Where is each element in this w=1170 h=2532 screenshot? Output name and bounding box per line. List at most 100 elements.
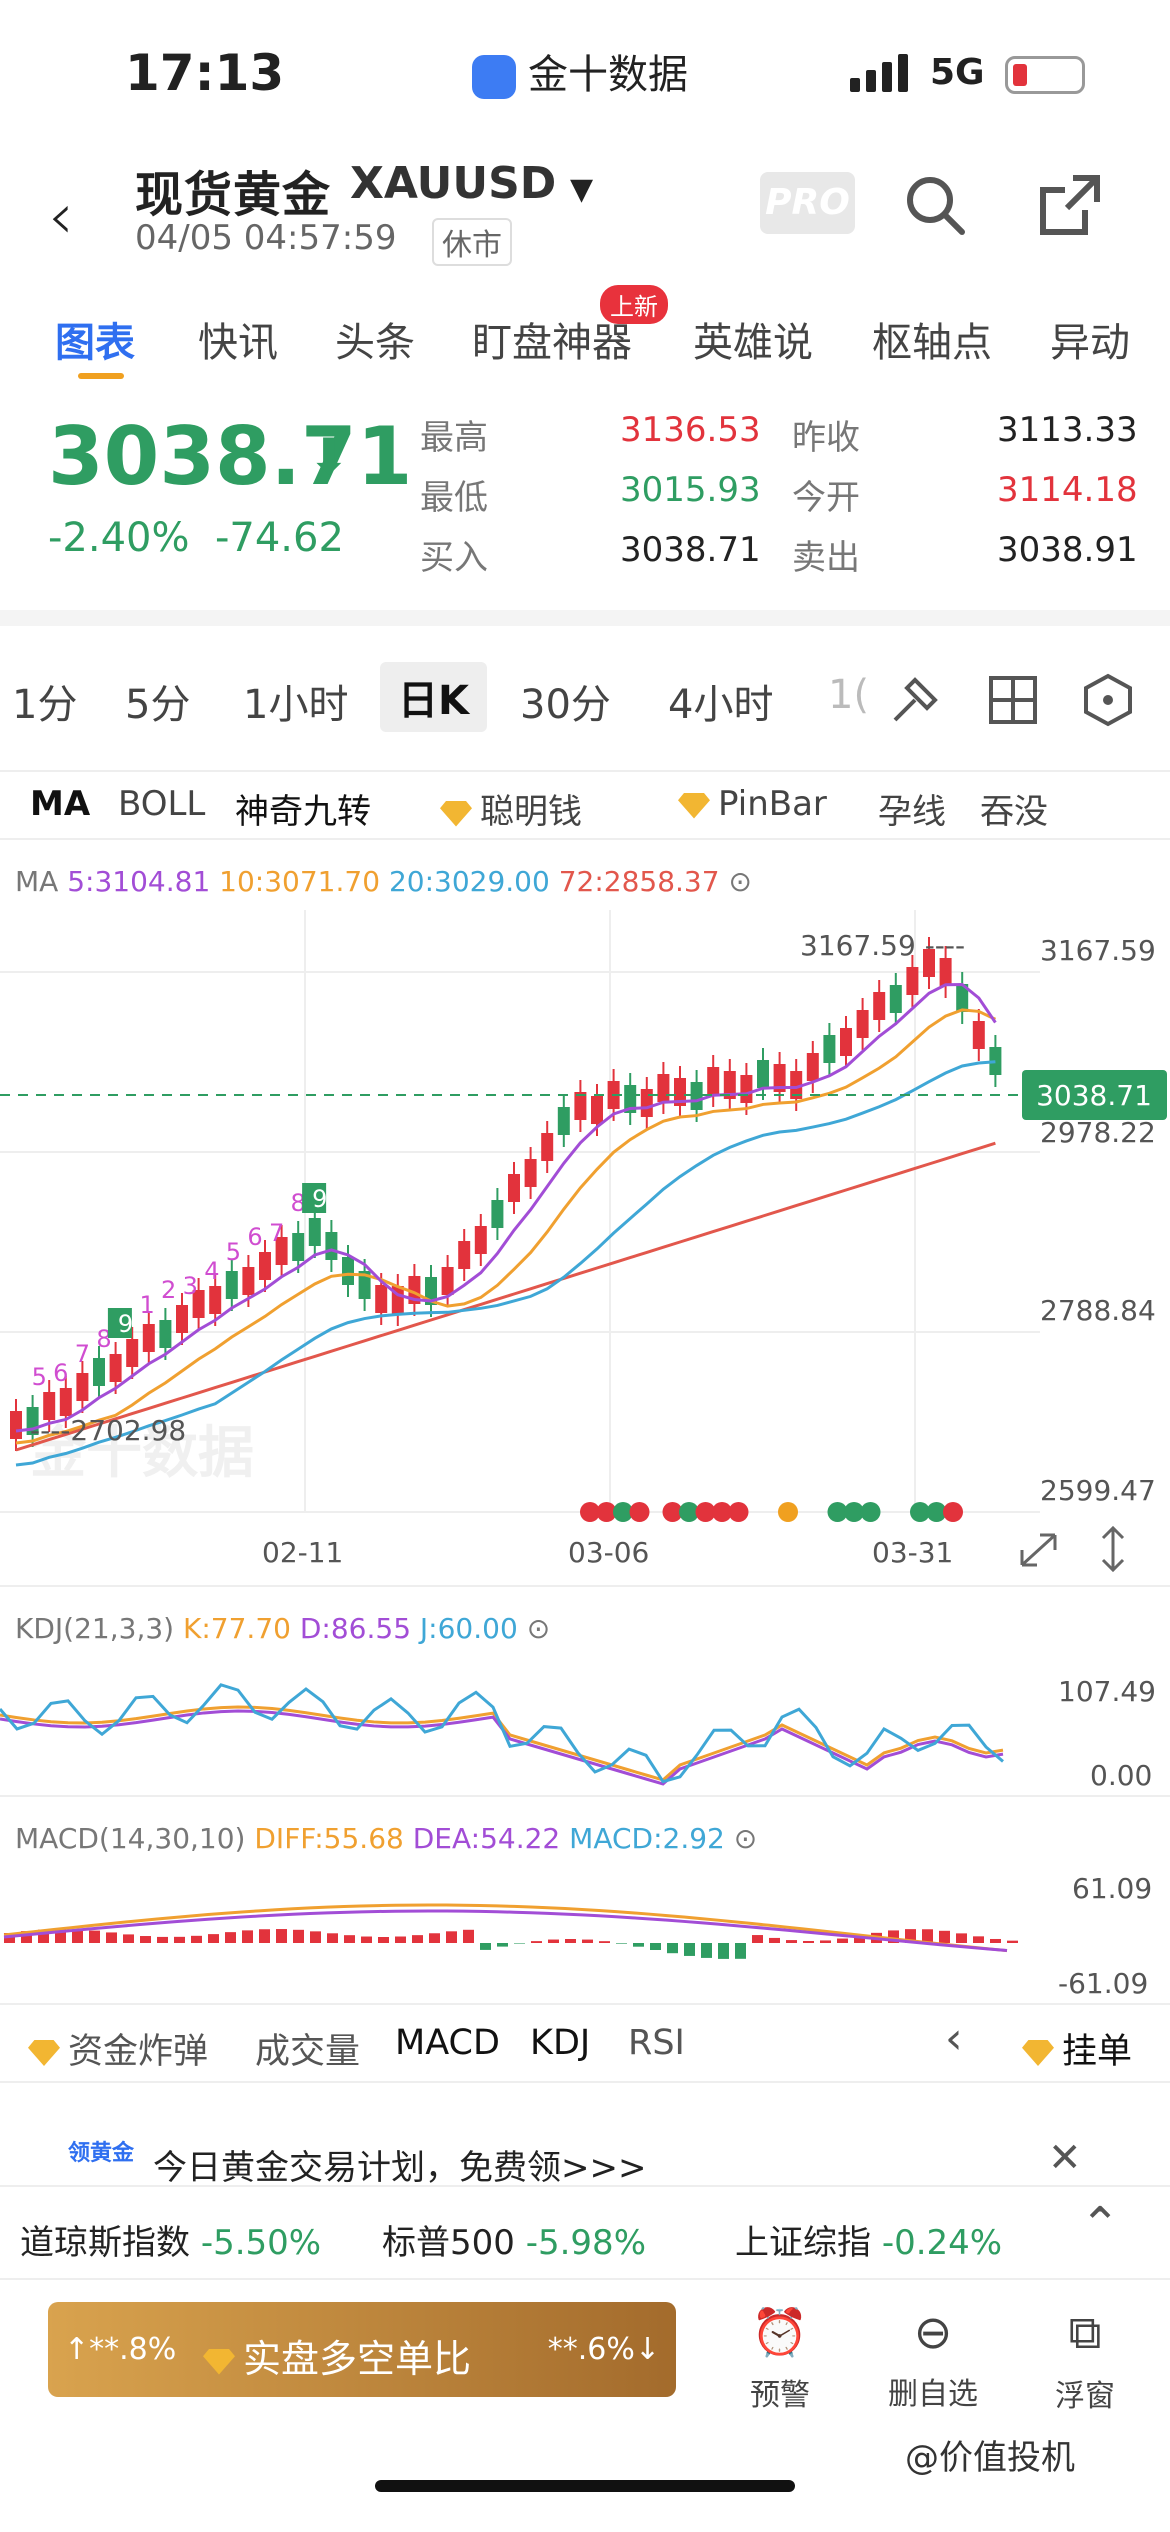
low-value: 3015.93: [620, 470, 761, 510]
period-daily[interactable]: 日K: [380, 662, 487, 732]
candle-body: [541, 1133, 554, 1161]
settings-icon[interactable]: ⊙: [733, 1822, 758, 1855]
ticker-shanghai[interactable]: 上证综指 -0.24%: [735, 2223, 1003, 2263]
sub-indicator-bar: 资金炸弹 成交量 MACD KDJ RSI ‹ 挂单: [0, 2003, 1170, 2083]
open-value: 3114.18: [997, 470, 1138, 510]
settings-icon[interactable]: ⊙: [526, 1612, 551, 1645]
period-5m[interactable]: 5分: [125, 682, 191, 728]
ma20-line: [15, 1060, 996, 1467]
last-price-tag: [1022, 1070, 1167, 1120]
kdj-j-line: [0, 1683, 1004, 1784]
macd-bar: [446, 1931, 457, 1943]
long-short-ratio-button[interactable]: ↑**.8% 实盘多空单比 **.6%↓: [48, 2302, 676, 2397]
period-1m[interactable]: 1分: [12, 682, 78, 728]
tab-monitor[interactable]: 盯盘神器: [472, 320, 632, 366]
tab-news-flash[interactable]: 快讯: [198, 320, 278, 366]
vertical-scale-icon[interactable]: [1101, 1525, 1125, 1573]
candle-body: [508, 1174, 520, 1202]
back-button[interactable]: ‹: [48, 180, 74, 254]
period-1h[interactable]: 1小时: [243, 682, 349, 728]
diamond-icon: [28, 2040, 60, 2066]
macd-bar: [89, 1930, 100, 1943]
candle-body: [806, 1053, 819, 1081]
expand-icon[interactable]: [1020, 1533, 1057, 1567]
candle-body: [192, 1290, 205, 1318]
status-time: 17:13: [125, 44, 285, 102]
kdj-legend: KDJ(21,3,3) K:77.70 D:86.55 J:60.00 ⊙: [15, 1612, 551, 1645]
tab-headlines[interactable]: 头条: [335, 320, 415, 366]
candle-body: [342, 1257, 354, 1285]
remove-watchlist-button[interactable]: ⊖ 删自选: [878, 2305, 988, 2413]
share-icon[interactable]: [1035, 170, 1105, 240]
period-30m[interactable]: 30分: [520, 682, 611, 728]
macd-bar: [990, 1938, 1001, 1943]
macd-bar: [531, 1941, 542, 1943]
indicator-smart-money[interactable]: 聪明钱: [440, 784, 582, 833]
high-value: 3136.53: [620, 410, 761, 450]
prev-value: 3113.33: [997, 410, 1138, 450]
diamond-icon: [1022, 2040, 1054, 2066]
ticker-dow[interactable]: 道琼斯指数 -5.50%: [20, 2223, 322, 2263]
tab-pivot[interactable]: 枢轴点: [872, 320, 992, 366]
search-icon[interactable]: [900, 170, 970, 240]
promo-banner[interactable]: 领黄金 今日黄金交易计划，免费领>>> ✕: [48, 2115, 1123, 2188]
sub-tab-kdj[interactable]: KDJ: [530, 2023, 591, 2063]
close-icon[interactable]: ✕: [1048, 2135, 1082, 2181]
period-more[interactable]: 1(: [828, 672, 870, 718]
tab-movers[interactable]: 异动: [1050, 320, 1130, 366]
sub-tab-volume[interactable]: 成交量: [255, 2032, 361, 2072]
nine-marker: 6: [53, 1359, 68, 1387]
indicator-pinbar[interactable]: PinBar: [678, 784, 827, 824]
alert-button[interactable]: ⏰ 预警: [725, 2305, 835, 2414]
symbol-selector[interactable]: XAUUSD: [350, 158, 557, 209]
chevron-left-icon[interactable]: ‹: [945, 2013, 963, 2064]
indicator-ma[interactable]: MA: [30, 784, 91, 824]
float-window-button[interactable]: ⧉ 浮窗: [1030, 2305, 1140, 2415]
ticker-sp500[interactable]: 标普500 -5.98%: [382, 2223, 646, 2263]
candle-body: [723, 1071, 736, 1099]
candle-body: [142, 1324, 155, 1352]
sell-value: 3038.91: [997, 530, 1138, 570]
candle-body: [292, 1233, 305, 1261]
candle-body: [275, 1237, 288, 1265]
market-state-badge: 休市: [432, 218, 512, 266]
tab-chart[interactable]: 图表: [55, 320, 135, 366]
sub-tab-rsi[interactable]: RSI: [628, 2023, 685, 2063]
divider: [0, 610, 1170, 626]
chevron-down-icon[interactable]: ▼: [570, 172, 594, 207]
candle-body: [10, 1411, 22, 1439]
chevron-up-icon[interactable]: ⌃: [1080, 2197, 1121, 2253]
settings-icon[interactable]: ⊙: [728, 865, 752, 898]
macd-bar: [259, 1929, 270, 1943]
battery-icon: [1005, 56, 1085, 94]
indicator-engulfing[interactable]: 吞没: [980, 792, 1048, 832]
hang-order-button[interactable]: 挂单: [1022, 2023, 1132, 2074]
indicator-harami[interactable]: 孕线: [878, 792, 946, 832]
ratio-title: 实盘多空单比: [203, 2328, 471, 2383]
period-bar: 1分 5分 1小时 日K 30分 4小时 1(: [0, 640, 1170, 750]
indicator-magic-nine[interactable]: 神奇九转: [235, 792, 371, 832]
sub-tab-macd[interactable]: MACD: [395, 2023, 500, 2063]
candle-body: [657, 1074, 670, 1102]
candle-body: [524, 1159, 537, 1187]
macd-bar: [514, 1943, 525, 1944]
settings-hex-icon[interactable]: [1080, 672, 1136, 738]
kdj-y-top: 107.49: [1058, 1675, 1156, 1708]
layout-grid-icon[interactable]: [985, 672, 1041, 738]
draw-tool-icon[interactable]: [885, 670, 945, 740]
macd-bar: [718, 1943, 729, 1959]
ma-legend: MA 5:3104.81 10:3071.70 20:3029.00 72:28…: [15, 865, 752, 898]
candle-body: [59, 1388, 72, 1416]
indicator-boll[interactable]: BOLL: [118, 784, 206, 824]
price-change: -2.40% -74.62: [48, 515, 344, 561]
sub-tab-fund-bomb[interactable]: 资金炸弹: [28, 2023, 208, 2074]
float-window-icon: ⧉: [1068, 2305, 1102, 2359]
period-4h[interactable]: 4小时: [668, 682, 774, 728]
candle-body: [109, 1354, 122, 1382]
pro-button[interactable]: PRO: [760, 172, 855, 234]
signal-dot: [629, 1502, 650, 1522]
tab-heroes[interactable]: 英雄说: [693, 320, 813, 366]
home-indicator[interactable]: [375, 2480, 795, 2492]
macd-bar: [752, 1935, 763, 1943]
